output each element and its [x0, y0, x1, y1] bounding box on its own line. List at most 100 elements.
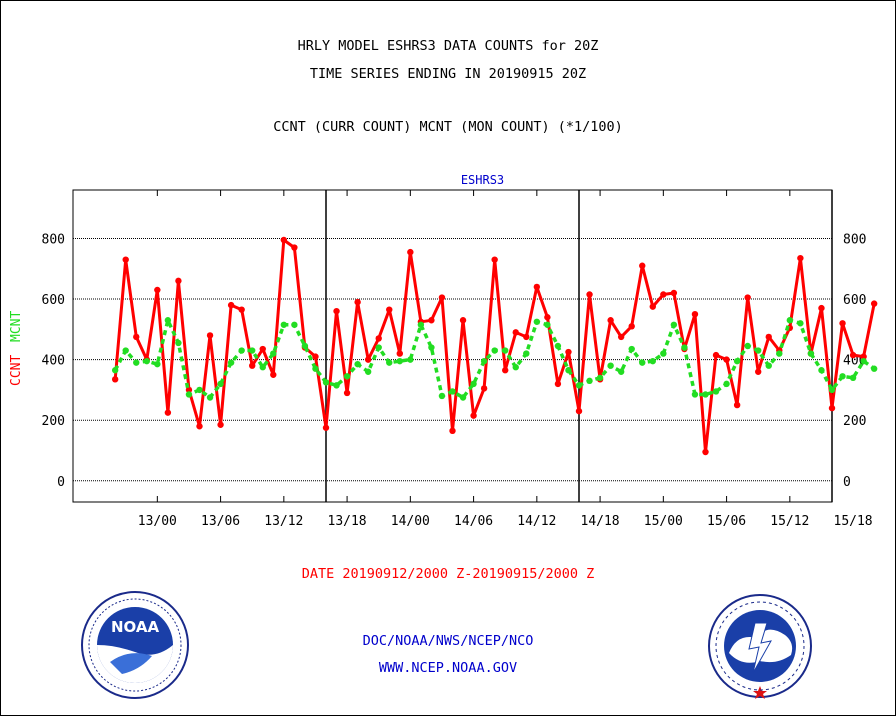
data-point-mcnt: [343, 373, 351, 380]
data-point-mcnt: [480, 357, 488, 365]
data-point-ccnt: [691, 310, 699, 318]
data-point-ccnt: [386, 306, 393, 313]
data-point-mcnt: [270, 350, 277, 357]
data-point-mcnt: [354, 360, 361, 368]
data-point-ccnt: [523, 333, 530, 341]
data-point-mcnt: [249, 347, 256, 354]
data-point-mcnt: [364, 368, 372, 375]
data-point-mcnt: [744, 342, 751, 350]
chart-title-line2: TIME SERIES ENDING IN 20190915 20Z: [309, 66, 587, 82]
date-range-label: DATE 20190912/2000 Z-20190915/2000 Z: [301, 566, 595, 582]
data-point-mcnt: [227, 359, 235, 366]
data-point-mcnt: [839, 373, 846, 380]
data-point-mcnt: [291, 321, 298, 328]
data-point-mcnt: [712, 388, 720, 395]
data-point-mcnt: [217, 380, 224, 388]
data-point-ccnt: [702, 448, 709, 456]
x-tick-label: 13/00: [138, 514, 177, 529]
data-point-mcnt: [660, 350, 667, 357]
data-point-ccnt: [249, 362, 256, 369]
x-tick-label: 15/00: [644, 514, 683, 529]
data-point-mcnt: [154, 360, 161, 368]
data-point-ccnt: [238, 306, 245, 313]
y-axis-label-mcnt: MCNT: [9, 311, 24, 342]
ncep-url-link[interactable]: WWW.NCEP.NOAA.GOV: [378, 660, 518, 676]
data-point-mcnt: [206, 394, 214, 401]
data-point-ccnt: [333, 307, 340, 315]
data-point-ccnt: [502, 367, 509, 374]
data-point-mcnt: [807, 350, 815, 357]
data-point-mcnt: [417, 321, 425, 328]
data-point-ccnt: [860, 353, 867, 360]
data-point-ccnt: [660, 291, 667, 298]
data-point-mcnt: [259, 364, 266, 371]
x-tick-label: 13/06: [201, 514, 240, 529]
data-point-mcnt: [175, 339, 182, 347]
data-point-mcnt: [428, 344, 435, 351]
data-point-ccnt: [396, 350, 403, 357]
data-point-mcnt: [375, 344, 382, 351]
data-point-ccnt: [407, 248, 414, 256]
data-point-ccnt: [617, 333, 625, 341]
data-point-ccnt: [744, 294, 751, 301]
data-point-mcnt: [860, 357, 867, 365]
data-point-mcnt: [133, 359, 140, 366]
data-point-ccnt: [312, 353, 319, 360]
data-point-mcnt: [438, 392, 446, 400]
data-point-ccnt: [270, 371, 277, 378]
data-point-ccnt: [459, 317, 467, 324]
x-tick-label: 14/18: [581, 514, 620, 529]
y-tick-label-left: 200: [42, 414, 65, 429]
data-point-ccnt: [428, 317, 435, 324]
agency-label: DOC/NOAA/NWS/NCEP/NCO: [362, 633, 534, 649]
data-point-ccnt: [154, 286, 161, 294]
data-point-ccnt: [723, 356, 730, 363]
y-tick-label-right: 800: [843, 232, 866, 247]
data-point-ccnt: [797, 254, 804, 262]
data-point-mcnt: [681, 344, 688, 351]
data-point-mcnt: [702, 391, 709, 398]
x-tick-label: 14/00: [391, 514, 430, 529]
data-point-mcnt: [586, 377, 593, 385]
data-point-mcnt: [122, 347, 129, 354]
data-point-ccnt: [470, 412, 477, 419]
data-point-mcnt: [523, 350, 530, 357]
data-point-ccnt: [480, 385, 488, 392]
data-point-ccnt: [111, 376, 119, 383]
data-point-ccnt: [818, 304, 825, 312]
y-tick-label-left: 0: [57, 475, 65, 490]
data-point-mcnt: [322, 379, 330, 386]
data-point-mcnt: [797, 320, 804, 327]
data-point-mcnt: [512, 364, 519, 371]
data-point-mcnt: [617, 368, 625, 375]
data-point-ccnt: [755, 368, 762, 375]
y-tick-label-right: 0: [843, 475, 851, 490]
data-point-mcnt: [386, 359, 393, 366]
data-point-ccnt: [438, 294, 446, 301]
data-point-ccnt: [375, 335, 382, 342]
data-point-ccnt: [712, 351, 720, 359]
data-point-mcnt: [776, 350, 783, 357]
y-tick-label-left: 400: [42, 354, 65, 369]
x-tick-label: 14/12: [517, 514, 556, 529]
data-point-ccnt: [227, 301, 235, 309]
data-point-mcnt: [670, 321, 678, 328]
x-tick-label: 13/12: [264, 514, 303, 529]
svg-text:NOAA: NOAA: [111, 618, 160, 636]
data-point-ccnt: [206, 332, 214, 339]
data-point-ccnt: [544, 314, 551, 321]
data-point-ccnt: [870, 300, 878, 307]
x-tick-label: 15/06: [707, 514, 746, 529]
data-point-mcnt: [143, 357, 150, 365]
x-tick-label: 15/12: [770, 514, 809, 529]
data-point-mcnt: [628, 345, 635, 353]
data-point-mcnt: [449, 388, 456, 395]
data-point-ccnt: [133, 333, 140, 341]
chart-subtitle: CCNT (CURR COUNT) MCNT (MON COUNT) (*1/1…: [273, 119, 623, 135]
data-point-mcnt: [554, 342, 562, 350]
data-point-ccnt: [217, 421, 224, 428]
data-point-ccnt: [512, 329, 519, 336]
data-point-mcnt: [459, 394, 467, 401]
data-point-ccnt: [765, 333, 772, 341]
data-point-ccnt: [733, 401, 741, 409]
